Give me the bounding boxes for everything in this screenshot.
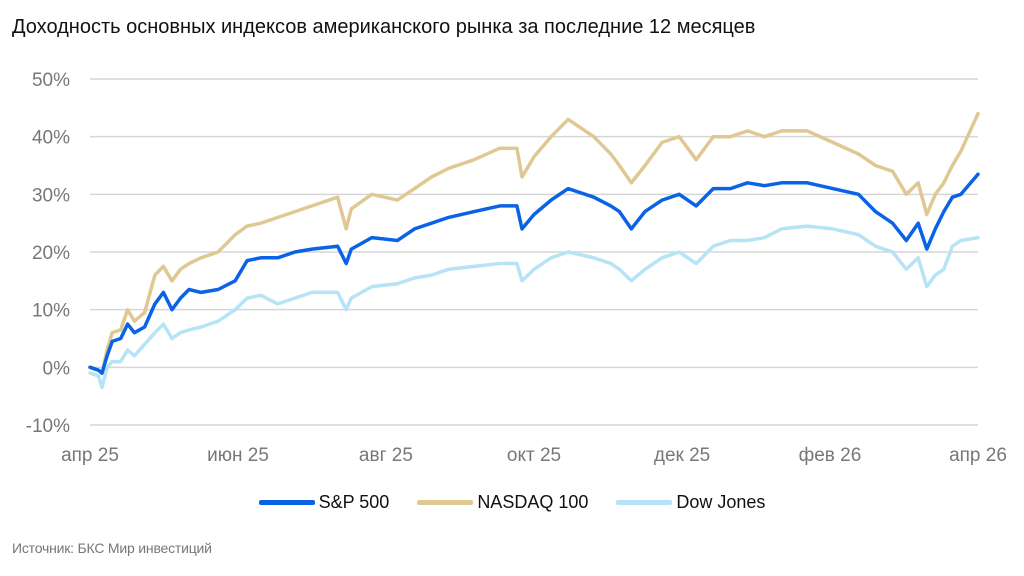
x-tick-label: окт 25 — [507, 445, 561, 466]
y-axis: 50% 40% 30% 20% 10% 0% -10% — [26, 70, 70, 437]
x-axis: апр 25 июн 25 авг 25 окт 25 дек 25 фев 26 апр … — [61, 445, 1007, 466]
legend-swatch — [258, 500, 315, 505]
y-tick-label: 10% — [32, 301, 70, 322]
x-tick-label: апр 25 — [61, 445, 119, 466]
y-tick-label: 40% — [32, 128, 70, 149]
series-line-dow-jones — [88, 224, 980, 390]
x-tick-label: дек 25 — [654, 445, 710, 466]
legend-label: Dow Jones — [676, 492, 766, 512]
line-chart: 50% 40% 30% 20% 10% 0% -10% апр 25 июн 25 авг 25… — [26, 70, 1007, 466]
chart-title: Доходность основных индексов американско… — [12, 16, 756, 38]
y-tick-label: 0% — [43, 358, 71, 379]
y-tick-label: 30% — [32, 185, 70, 206]
source-note: Источник: БКС Мир инвестиций — [12, 540, 212, 556]
legend-item: Dow Jones — [616, 492, 765, 513]
legend-label: S&P 500 — [318, 492, 390, 512]
legend-swatch — [417, 500, 474, 505]
legend-item: S&P 500 — [258, 492, 390, 513]
series-line-s-p-500 — [88, 172, 980, 375]
series-layer — [88, 111, 980, 390]
series-line-nasdaq-100 — [88, 111, 980, 375]
x-tick-label: июн 25 — [207, 445, 269, 466]
legend-label: NASDAQ 100 — [477, 492, 589, 512]
legend-item: NASDAQ 100 — [417, 492, 588, 513]
grid-layer — [90, 78, 978, 426]
y-tick-label: -10% — [26, 416, 70, 437]
legend-swatch — [616, 500, 673, 505]
legend: S&P 500 NASDAQ 100 Dow Jones — [0, 492, 1024, 513]
y-tick-label: 20% — [32, 243, 70, 264]
x-tick-label: апр 26 — [949, 445, 1007, 466]
y-tick-label: 50% — [32, 70, 70, 91]
x-tick-label: фев 26 — [799, 445, 862, 466]
x-tick-label: авг 25 — [359, 445, 413, 466]
